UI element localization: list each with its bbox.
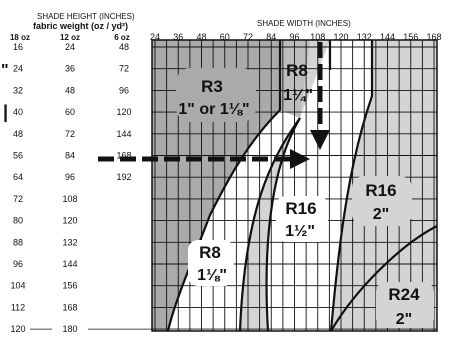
zone-size: 1½" [285,223,315,240]
height-tick-oz12: 36 [65,64,75,74]
width-tick-label: 36 [173,32,183,42]
boundary-r16 [329,40,374,331]
height-tick-oz18: 32 [13,85,23,95]
height-tick-oz18: 48 [13,129,23,139]
height-tick-oz18: 16 [13,42,23,52]
fabric-weight-title: fabric weight (oz / yd²) [33,21,128,31]
height-tick-oz18: 72 [13,194,23,204]
height-tick-oz12: 168 [62,302,77,312]
zone-label-r24: R24 2" [376,282,434,328]
height-tick-oz18: 40 [13,107,23,117]
height-row: 40 60 120 [13,107,132,117]
shade-width-title: SHADE WIDTH (INCHES) [257,19,351,28]
height-row: 32 48 96 [13,85,129,95]
height-row: 96 144 [13,259,78,269]
zone-name: R8 [286,61,308,80]
zone-label-r16-2in: R16 2" [352,176,412,226]
height-rows: 16 24 48 24 36 72 32 48 96 40 60 120 48 72 144 56 84 168 6… [10,42,152,334]
zone-size: 2" [396,311,412,328]
zone-name: R16 [285,199,316,218]
height-tick-oz12: 108 [62,194,77,204]
height-row: 104 156 [10,281,77,291]
width-tick-label: 120 [333,32,348,42]
weight-col-6oz: 6 oz [114,33,130,42]
height-tick-oz6: 192 [116,172,131,182]
width-tick-label: 72 [243,32,253,42]
height-tick-oz18: 112 [11,302,25,312]
height-tick-oz12: 156 [62,281,77,291]
zone-name: R3 [201,77,223,96]
width-tick-label: 144 [380,32,395,42]
height-tick-oz12: 96 [65,172,75,182]
height-tick-oz12: 72 [65,129,75,139]
width-tick-label: 108 [310,32,325,42]
height-tick-oz12: 84 [65,151,75,161]
zone-size: 1⅛" [197,267,227,284]
boundary-r24 [330,225,437,331]
height-tick-oz12: 60 [65,107,75,117]
height-tick-oz12: 144 [62,259,77,269]
width-tick-label: 48 [196,32,206,42]
height-tick-oz18: 56 [13,151,23,161]
height-tick-oz6: 96 [119,85,129,95]
width-tick-label: 132 [357,32,372,42]
height-row: 120 180 [10,324,77,334]
height-row: 88 132 [13,237,78,247]
height-tick-oz6: 48 [119,42,129,52]
zone-label-r8-1-1-8: R8 1⅛" [188,240,234,286]
width-tick-label: 96 [289,32,299,42]
height-tick-oz6: 72 [119,64,129,74]
height-tick-oz6: 120 [116,107,131,117]
height-tick-oz6: 168 [116,151,131,161]
height-row: 48 72 144 [13,129,132,139]
height-row: 72 108 [13,194,78,204]
boundary-r8-lower [238,117,301,331]
boundary-r8-upper [265,117,301,331]
plot-border [151,39,438,332]
height-tick-oz6: 144 [116,129,131,139]
width-tick-label: 168 [426,32,441,42]
zone-label-r8-1-1-4: R8 1¼" [283,61,313,104]
shade-height-title: SHADE HEIGHT (INCHES) [37,12,135,21]
left-edge-mark-1: " [1,62,9,79]
height-tick-oz18: 104 [10,281,25,291]
height-row: 56 84 168 [13,151,132,161]
height-tick-oz12: 132 [62,237,77,247]
height-tick-oz12: 120 [62,216,77,226]
height-row: 80 120 [13,216,78,226]
height-tick-oz12: 180 [62,324,77,334]
height-row: 24 36 72 [13,64,129,74]
zone-name: R16 [365,181,396,200]
zone-size: 1¼" [283,87,313,104]
boundary-r3 [166,40,282,331]
height-tick-oz12: 48 [65,85,75,95]
height-tick-oz18: 120 [10,324,25,334]
zone-size: 1" or 1⅛" [178,101,249,118]
height-row: 64 96 192 [13,172,132,182]
weight-col-18oz: 18 oz [10,33,30,42]
zone-name: R24 [388,285,420,304]
height-tick-oz18: 24 [13,64,23,74]
width-tick-label: 156 [403,32,418,42]
width-tick-label: 60 [220,32,230,42]
height-tick-oz18: 64 [13,172,23,182]
height-row: 16 24 48 [13,42,129,52]
zone-r16-1-1-2-fill [266,40,372,331]
height-tick-oz18: 80 [13,216,23,226]
zone-size: 2" [373,206,389,223]
height-tick-oz18: 88 [13,237,23,247]
zone-name: R8 [199,243,221,262]
zone-label-r3: R3 1" or 1⅛" [176,68,256,122]
width-tick-label: 24 [150,32,160,42]
width-ticks: 24 36 48 60 72 84 96 108 120 132 144 156 168 [150,32,442,42]
weight-col-12oz: 12 oz [60,33,80,42]
height-tick-oz18: 96 [13,259,23,269]
zone-label-r16-1-1-2: R16 1½" [276,196,328,242]
height-tick-oz12: 24 [65,42,75,52]
width-tick-label: 84 [266,32,276,42]
left-edge-mark-2: | [3,102,8,122]
height-row: 112 168 [11,302,78,312]
